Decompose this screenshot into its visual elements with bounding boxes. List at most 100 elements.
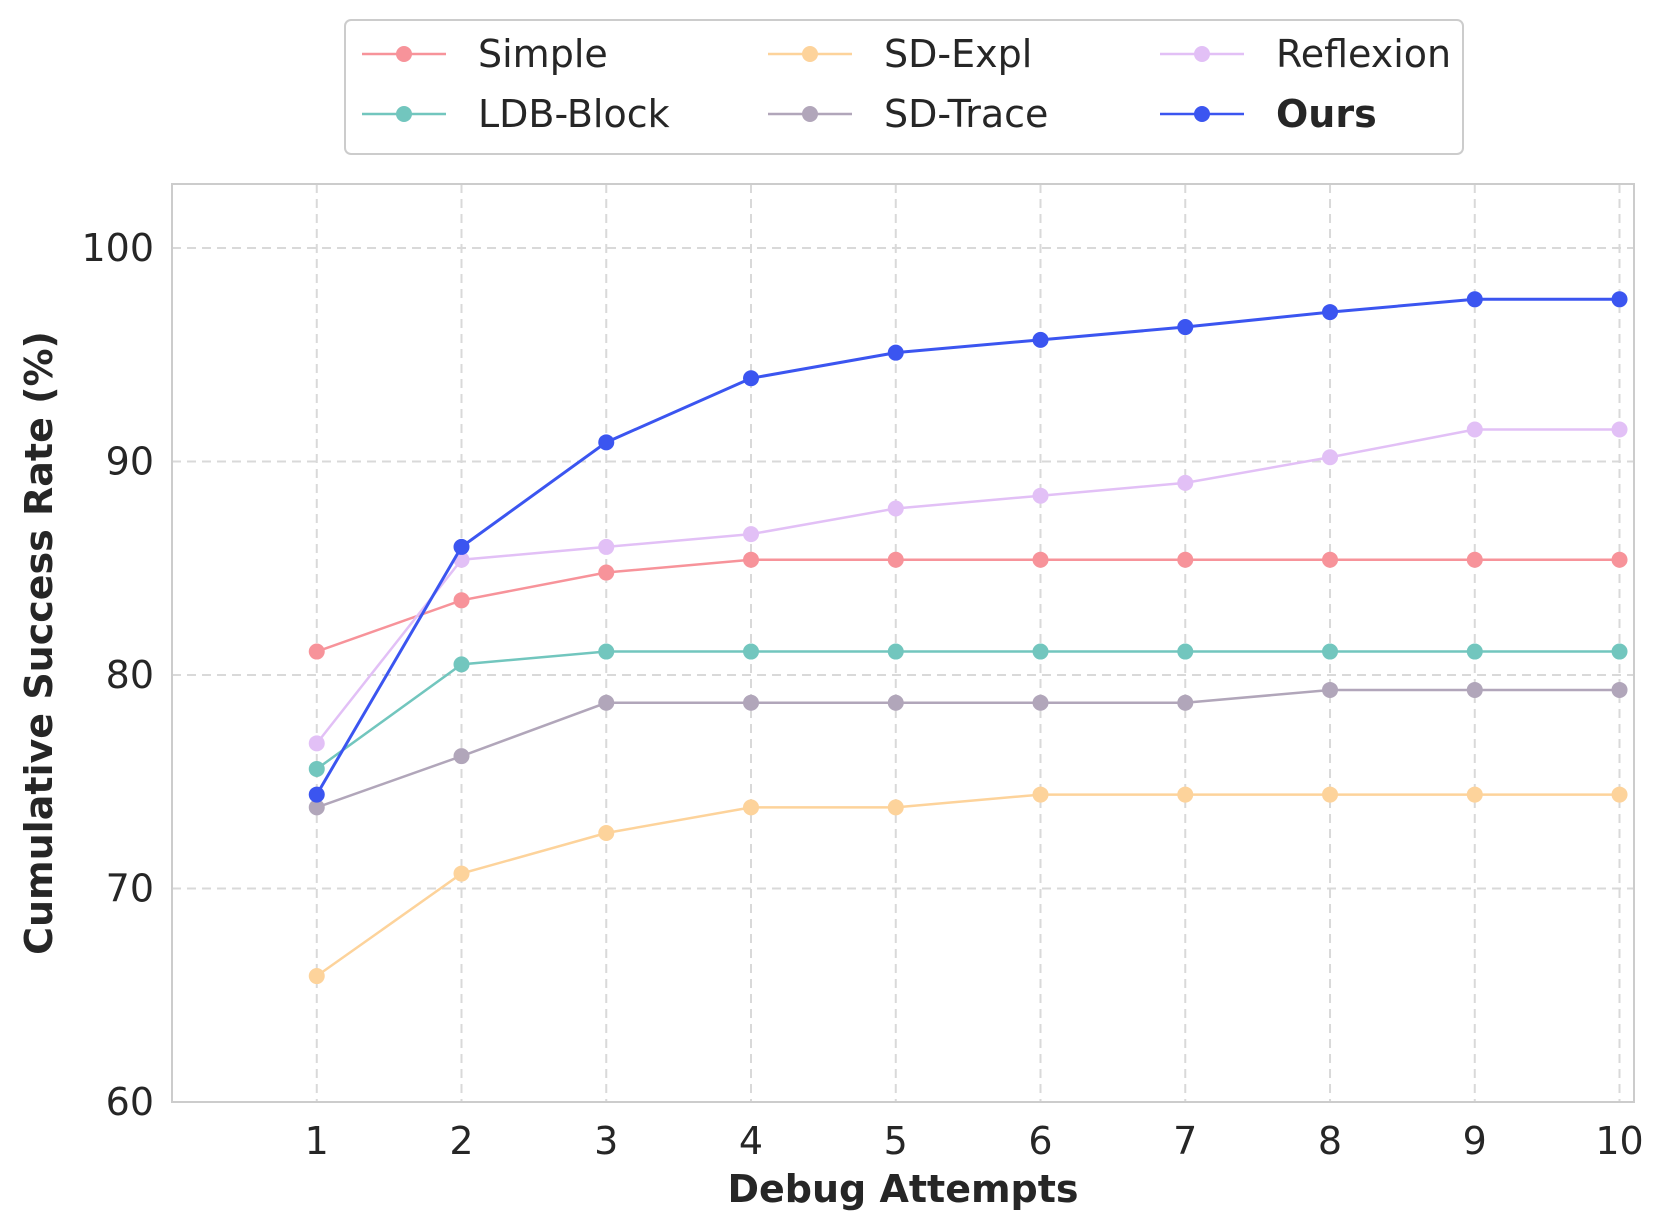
data-point xyxy=(743,370,760,387)
series-simple xyxy=(308,551,1628,660)
legend-marker xyxy=(396,46,412,62)
legend-marker xyxy=(1194,46,1210,62)
data-point xyxy=(308,760,325,777)
x-tick-label: 7 xyxy=(1173,1119,1197,1163)
x-tick-label: 10 xyxy=(1595,1119,1643,1163)
legend-item-reflexion: Reflexion xyxy=(1160,32,1451,76)
series-line xyxy=(316,688,1620,809)
legend: Simple LDB-Block SD-Expl SD-Trace Reflexion O… xyxy=(344,19,1464,155)
data-point xyxy=(1032,694,1049,711)
x-tick-label: 1 xyxy=(305,1119,329,1163)
legend-item-ldb-block: LDB-Block xyxy=(362,92,670,136)
data-point xyxy=(1032,786,1049,803)
data-point xyxy=(1177,474,1194,491)
y-tick-label: 100 xyxy=(81,226,154,270)
y-tick-label: 90 xyxy=(106,440,154,484)
legend-item-sd-expl: SD-Expl xyxy=(768,32,1032,76)
data-point xyxy=(308,799,325,816)
data-point xyxy=(1032,331,1049,348)
legend-marker xyxy=(802,46,818,62)
data-point xyxy=(743,643,760,660)
data-point xyxy=(308,643,325,660)
data-point xyxy=(1322,551,1339,568)
plot-area xyxy=(171,183,1635,1103)
series-layer xyxy=(308,291,1628,985)
x-tick-label: 3 xyxy=(594,1119,618,1163)
y-axis-label: Cumulative Success Rate (%) xyxy=(17,331,61,955)
data-point xyxy=(1322,449,1339,466)
data-point xyxy=(743,526,760,543)
data-point xyxy=(887,551,904,568)
tick-labels: 1 2 3 4 5 6 7 8 9 10 60 70 80 90 100 xyxy=(81,226,1643,1163)
data-point xyxy=(1611,681,1628,698)
legend-label: Simple xyxy=(478,32,608,76)
series-line xyxy=(316,650,1620,770)
y-tick-label: 80 xyxy=(106,653,154,697)
series-sd-expl xyxy=(308,786,1628,985)
data-point xyxy=(887,643,904,660)
y-tick-label: 60 xyxy=(106,1080,154,1124)
legend-item-ours: Ours xyxy=(1160,92,1377,136)
series-reflexion xyxy=(308,421,1628,752)
legend-marker xyxy=(1194,106,1210,122)
data-point xyxy=(1177,694,1194,711)
data-point xyxy=(743,694,760,711)
x-tick-label: 6 xyxy=(1028,1119,1052,1163)
data-point xyxy=(1611,421,1628,438)
data-point xyxy=(1611,643,1628,660)
data-point xyxy=(1611,786,1628,803)
data-point xyxy=(1611,551,1628,568)
x-tick-label: 4 xyxy=(739,1119,763,1163)
data-point xyxy=(308,735,325,752)
data-point xyxy=(1032,487,1049,504)
grid xyxy=(172,184,1634,1103)
data-point xyxy=(1032,551,1049,568)
data-point xyxy=(1177,643,1194,660)
legend-item-simple: Simple xyxy=(362,32,608,76)
data-point xyxy=(308,786,325,803)
data-point xyxy=(1466,681,1483,698)
data-point xyxy=(1322,681,1339,698)
data-point xyxy=(308,968,325,985)
series-ldb-block xyxy=(308,643,1628,777)
data-point xyxy=(598,564,615,581)
series-line xyxy=(316,558,1620,653)
legend-label: Reflexion xyxy=(1276,32,1451,76)
data-point xyxy=(887,799,904,816)
data-point xyxy=(887,694,904,711)
data-point xyxy=(453,748,470,765)
data-point xyxy=(743,551,760,568)
x-tick-label: 2 xyxy=(449,1119,473,1163)
legend-label: Ours xyxy=(1276,92,1377,136)
data-point xyxy=(743,799,760,816)
data-point xyxy=(453,592,470,609)
data-point xyxy=(1466,551,1483,568)
data-point xyxy=(1322,786,1339,803)
data-point xyxy=(887,344,904,361)
x-tick-label: 9 xyxy=(1463,1119,1487,1163)
data-point xyxy=(887,500,904,517)
x-axis-label: Debug Attempts xyxy=(727,1167,1078,1211)
data-point xyxy=(598,434,615,451)
y-tick-label: 70 xyxy=(106,867,154,911)
data-point xyxy=(1177,551,1194,568)
data-point xyxy=(598,538,615,555)
data-point xyxy=(1466,421,1483,438)
legend-label: SD-Expl xyxy=(884,32,1032,76)
data-point xyxy=(453,656,470,673)
data-point xyxy=(598,694,615,711)
data-point xyxy=(453,538,470,555)
data-point xyxy=(1177,786,1194,803)
legend-marker xyxy=(802,106,818,122)
legend-item-sd-trace: SD-Trace xyxy=(768,92,1048,136)
data-point xyxy=(1177,319,1194,336)
data-point xyxy=(1322,304,1339,321)
legend-label: LDB-Block xyxy=(478,92,670,136)
data-point xyxy=(1322,643,1339,660)
data-point xyxy=(598,825,615,842)
series-line xyxy=(315,297,1620,796)
data-point xyxy=(1032,643,1049,660)
x-tick-label: 8 xyxy=(1318,1119,1342,1163)
data-point xyxy=(598,643,615,660)
